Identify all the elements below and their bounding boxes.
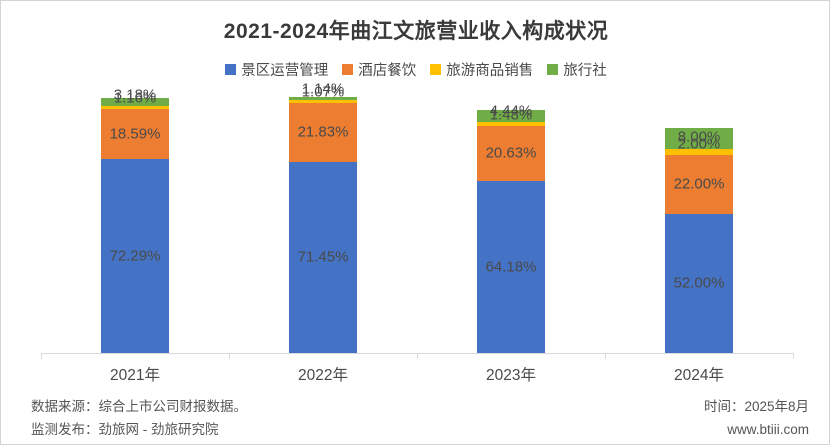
x-axis-category-label: 2024年 bbox=[674, 367, 724, 384]
legend-swatch-icon bbox=[225, 64, 237, 75]
bar-segment-value-label: 1.14% bbox=[301, 80, 345, 98]
x-axis-tick bbox=[605, 353, 606, 359]
legend-item[interactable]: 景区运营管理 bbox=[225, 59, 328, 80]
bar-segment-value-label: 52.00% bbox=[673, 274, 725, 292]
x-axis-category-label: 2022年 bbox=[298, 367, 348, 384]
legend-swatch-icon bbox=[547, 64, 559, 75]
legend-item-label: 景区运营管理 bbox=[241, 63, 329, 79]
bar-segment[interactable]: 52.00% bbox=[665, 213, 733, 353]
x-axis-tick bbox=[793, 353, 794, 359]
legend-item-label: 旅游商品销售 bbox=[446, 63, 534, 79]
bar-segment[interactable]: 72.29% bbox=[101, 159, 169, 353]
x-axis-category-label: 2021年 bbox=[110, 367, 160, 384]
bar-segment[interactable]: 64.18% bbox=[477, 181, 545, 353]
footer-source-block: 数据来源：综合上市公司财报数据。 监测发布：劲旅网 - 劲旅研究院 bbox=[31, 397, 247, 441]
bar-segment[interactable]: 22.00% bbox=[665, 154, 733, 214]
legend-item-label: 酒店餐饮 bbox=[358, 63, 417, 79]
legend-item[interactable]: 酒店餐饮 bbox=[342, 59, 416, 80]
legend-swatch-icon bbox=[430, 64, 442, 75]
bar-segment-value-label: 71.45% bbox=[297, 248, 349, 266]
bar-segment-value-label: 3.18% bbox=[113, 86, 157, 104]
bar-segment[interactable]: 21.83% bbox=[289, 103, 357, 162]
chart-legend: 景区运营管理 酒店餐饮 旅游商品销售 旅行社 bbox=[1, 59, 829, 80]
bar-group[interactable]: 3.18% 1.16% 18.59% 72.29% bbox=[101, 87, 169, 353]
footer-data-source: 数据来源：综合上市公司财报数据。 bbox=[31, 399, 247, 414]
legend-item[interactable]: 旅行社 bbox=[547, 59, 607, 80]
legend-item-label: 旅行社 bbox=[563, 63, 607, 79]
bar-segment-value-label: 72.29% bbox=[109, 247, 161, 265]
bar-segment-value-label: 4.44% bbox=[489, 102, 533, 120]
bar-segment-value-label: 8.00% bbox=[677, 128, 721, 146]
x-axis-category-label: 2023年 bbox=[486, 367, 536, 384]
x-axis-tick bbox=[229, 353, 230, 359]
bar-segment-value-label: 20.63% bbox=[485, 144, 537, 162]
chart-footer: 数据来源：综合上市公司财报数据。 监测发布：劲旅网 - 劲旅研究院 时间：202… bbox=[1, 397, 829, 444]
bar-segment[interactable]: 20.63% bbox=[477, 125, 545, 181]
bar-segment[interactable]: 8.00% bbox=[665, 127, 733, 150]
bar-segment-value-label: 21.83% bbox=[297, 123, 349, 141]
bar-segment[interactable]: 3.18% bbox=[101, 87, 169, 107]
bar-group[interactable]: 8.00% 2.00% 22.00% 52.00% bbox=[665, 127, 733, 353]
bar-segment-value-label: 64.18% bbox=[485, 258, 537, 276]
footer-date: 时间：2025年8月 bbox=[703, 399, 809, 414]
x-axis-tick bbox=[41, 353, 42, 359]
x-axis-tick bbox=[417, 353, 418, 359]
footer-website: www.btiii.com bbox=[727, 422, 809, 438]
legend-swatch-icon bbox=[342, 64, 354, 75]
bar-segment-value-label: 22.00% bbox=[673, 175, 725, 193]
legend-item[interactable]: 旅游商品销售 bbox=[430, 59, 533, 80]
bar-segment[interactable]: 71.45% bbox=[289, 161, 357, 353]
bar-segment[interactable]: 4.44% bbox=[477, 102, 545, 122]
bar-group[interactable]: 1.14% 1.07% 21.83% 71.45% bbox=[289, 81, 357, 353]
bar-segment[interactable]: 18.59% bbox=[101, 109, 169, 160]
bar-group[interactable]: 4.44% 1.48% 20.63% 64.18% bbox=[477, 102, 545, 353]
bar-segment-value-label: 18.59% bbox=[109, 125, 161, 143]
footer-meta-block: 时间：2025年8月 www.btiii.com bbox=[704, 397, 809, 441]
page-title: 2021-2024年曲江文旅营业收入构成状况 bbox=[223, 20, 609, 43]
plot-area: 3.18% 1.16% 18.59% 72.29% 1.14% 1.07% 21.83% 71… bbox=[41, 81, 793, 353]
footer-publisher: 监测发布：劲旅网 - 劲旅研究院 bbox=[31, 422, 219, 438]
